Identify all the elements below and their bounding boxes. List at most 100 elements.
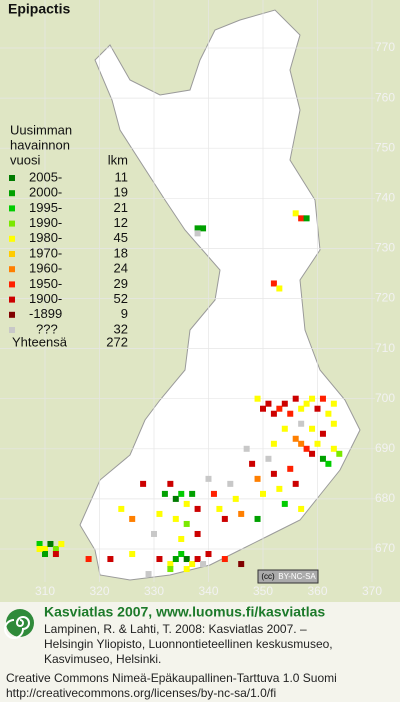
observation (167, 566, 174, 573)
legend-heading: vuosi (10, 152, 40, 167)
finland-outline (79, 9, 361, 581)
map-title: Epipactis (8, 1, 70, 17)
x-tick-label: 310 (35, 584, 55, 598)
observation (309, 395, 316, 402)
observation (281, 500, 288, 507)
observation (260, 405, 266, 412)
observation (330, 400, 337, 407)
observation (36, 546, 43, 552)
observation (254, 515, 261, 522)
legend-total-label: Yhteensä (12, 334, 68, 349)
observation (52, 551, 59, 558)
legend-swatch (9, 281, 15, 288)
observation (189, 561, 196, 568)
observation (210, 490, 217, 497)
observation (281, 400, 288, 407)
observation (178, 535, 185, 542)
observation (183, 566, 190, 573)
legend-count: 9 (121, 306, 128, 321)
y-tick-label: 770 (375, 40, 395, 54)
observation (172, 556, 179, 563)
legend-swatch (9, 327, 15, 333)
observation (52, 546, 59, 552)
observation (298, 420, 305, 427)
x-tick-label: 360 (307, 584, 327, 598)
legend-label: 2000- (29, 185, 62, 200)
badge-text: BY-NC-SA (278, 572, 316, 581)
observation (330, 445, 337, 452)
observation (292, 435, 299, 442)
observation (205, 475, 212, 482)
observation (129, 551, 136, 558)
observation (336, 450, 343, 457)
observation (276, 285, 283, 292)
badge-box (257, 569, 319, 584)
y-tick-label: 720 (375, 291, 395, 305)
citation: Lampinen, R. & Lahti, T. 2008: Kasviatla… (44, 622, 307, 636)
x-tick-label: 330 (144, 584, 164, 598)
observation (221, 556, 228, 563)
y-tick-label: 680 (375, 491, 395, 505)
observation (314, 405, 321, 412)
observation (270, 440, 277, 447)
logo-circle (6, 609, 34, 637)
citation: Kasvimuseo, Helsinki. (44, 652, 161, 666)
license-badge: (cc) BY-NC-SA (257, 569, 319, 584)
legend-label: 1990- (29, 215, 62, 230)
legend-label: 1980- (29, 230, 62, 245)
observation (270, 470, 277, 477)
observation (314, 440, 321, 447)
observation (309, 450, 316, 457)
legend-swatch (9, 251, 15, 257)
license-url: http://creativecommons.org/licenses/by-n… (6, 686, 276, 700)
observation (129, 515, 136, 522)
observation (221, 515, 228, 522)
observation (156, 510, 163, 517)
observation (140, 480, 147, 487)
legend-label: -1899 (29, 306, 62, 321)
observations (36, 210, 343, 578)
observation (200, 225, 207, 232)
observation (254, 395, 261, 402)
observation (156, 556, 163, 563)
legend-count: 12 (114, 215, 128, 230)
observation (319, 430, 326, 437)
observation (183, 520, 190, 527)
legend-heading: Uusimman (10, 122, 72, 137)
grid: 310 320 330 340 350 360 370 770 760 750 740 730 720 7… (0, 0, 395, 598)
legend-swatch (9, 220, 15, 227)
x-tick-label: 350 (253, 584, 273, 598)
logo-swirl (4, 616, 30, 639)
observation (265, 455, 272, 462)
observation (238, 510, 245, 517)
observation (205, 551, 212, 558)
legend-swatch (9, 311, 15, 318)
observation (303, 215, 310, 222)
observation (292, 210, 299, 217)
legend-count: 29 (114, 276, 128, 291)
legend-label: 1995- (29, 200, 62, 215)
observation (232, 495, 239, 502)
observation (194, 556, 201, 563)
legend-count: 11 (115, 169, 129, 184)
observation (276, 485, 283, 492)
observation (298, 405, 305, 412)
legend-count-heading: lkm (108, 152, 128, 167)
observation (36, 540, 43, 547)
observation (178, 551, 185, 558)
legend-label: ??? (36, 321, 58, 336)
observation (167, 561, 174, 568)
observation (47, 540, 54, 547)
footer-headline: Kasviatlas 2007, www.luomus.fi/kasviatla… (44, 604, 325, 620)
y-tick-label: 760 (375, 90, 395, 104)
legend-swatch (9, 266, 15, 273)
legend-label: 1950- (29, 276, 62, 291)
observation (303, 445, 310, 452)
legend-swatch (9, 190, 15, 197)
y-tick-label: 700 (375, 391, 395, 405)
legend-heading: havainnon (10, 137, 70, 152)
observation (194, 530, 201, 537)
observation (172, 515, 179, 522)
